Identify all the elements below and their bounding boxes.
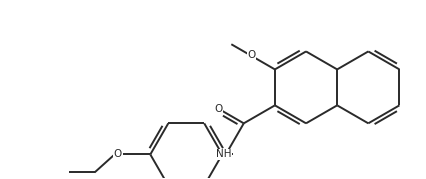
Text: O: O — [248, 50, 256, 60]
Text: O: O — [114, 149, 122, 159]
Text: O: O — [215, 104, 223, 114]
Text: NH: NH — [216, 149, 231, 159]
